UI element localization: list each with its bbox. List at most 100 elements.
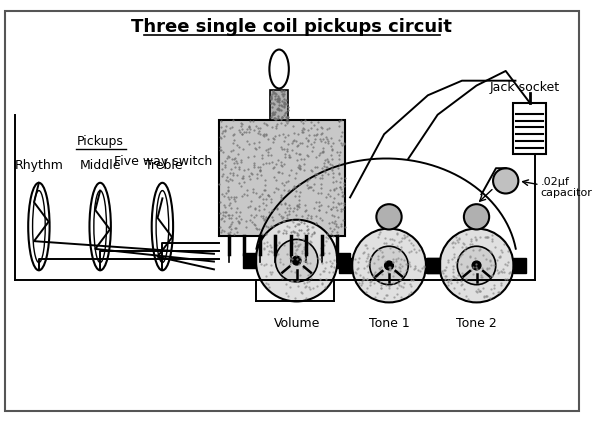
Point	[232, 229, 242, 235]
Point	[266, 114, 276, 121]
Point	[283, 114, 293, 121]
Point	[335, 149, 345, 156]
Point	[391, 257, 400, 264]
Point	[440, 266, 449, 273]
Point	[299, 229, 309, 236]
Point	[449, 254, 458, 260]
Point	[294, 151, 304, 157]
Point	[396, 247, 406, 254]
Point	[290, 174, 299, 181]
Point	[310, 135, 319, 142]
Point	[376, 229, 385, 236]
Point	[364, 260, 374, 266]
Point	[274, 99, 284, 106]
Point	[221, 209, 231, 216]
Point	[490, 285, 499, 292]
Point	[257, 154, 266, 161]
Point	[322, 155, 332, 162]
Point	[485, 295, 494, 301]
Point	[287, 140, 297, 146]
Point	[385, 264, 394, 271]
Point	[268, 111, 277, 118]
Point	[308, 187, 318, 193]
Point	[224, 153, 233, 160]
Point	[217, 165, 227, 172]
Point	[290, 268, 300, 275]
Point	[318, 268, 328, 274]
Point	[316, 130, 326, 137]
Point	[279, 103, 289, 110]
Point	[472, 235, 481, 242]
Text: Tone 2: Tone 2	[456, 317, 497, 330]
Point	[387, 236, 397, 243]
Point	[328, 162, 337, 169]
Point	[257, 152, 267, 159]
Ellipse shape	[32, 191, 45, 262]
Point	[329, 187, 339, 193]
Point	[259, 245, 268, 252]
Point	[257, 172, 266, 179]
Point	[220, 157, 229, 164]
Point	[297, 249, 307, 256]
Point	[229, 132, 238, 139]
Point	[250, 140, 259, 146]
Point	[487, 272, 497, 279]
Point	[227, 124, 236, 131]
Point	[229, 170, 238, 176]
Point	[282, 120, 292, 127]
Point	[302, 250, 312, 257]
Point	[382, 292, 391, 299]
Point	[334, 123, 344, 130]
Point	[215, 134, 225, 141]
Point	[298, 129, 307, 135]
Circle shape	[385, 261, 394, 270]
Point	[416, 268, 425, 274]
Point	[493, 270, 503, 276]
Point	[329, 225, 338, 232]
Point	[486, 262, 496, 268]
Point	[466, 253, 475, 260]
Point	[283, 118, 293, 125]
Point	[326, 134, 336, 141]
Point	[294, 221, 304, 228]
Point	[329, 256, 339, 263]
Point	[266, 93, 276, 100]
Point	[296, 156, 306, 163]
Ellipse shape	[269, 49, 289, 89]
Point	[234, 219, 244, 226]
Point	[281, 109, 290, 116]
Point	[494, 254, 503, 260]
Point	[377, 253, 387, 260]
Point	[274, 168, 283, 175]
Point	[263, 251, 273, 257]
Point	[258, 160, 268, 167]
Point	[249, 162, 259, 169]
Ellipse shape	[28, 183, 50, 271]
Point	[404, 249, 414, 256]
Point	[302, 239, 312, 246]
Point	[339, 202, 349, 208]
Point	[227, 219, 236, 226]
Point	[267, 111, 277, 118]
Point	[271, 91, 281, 97]
Point	[377, 284, 386, 291]
Point	[301, 295, 311, 301]
Point	[328, 167, 337, 174]
Point	[332, 149, 342, 156]
Point	[221, 127, 230, 134]
Point	[229, 155, 239, 162]
Point	[279, 91, 289, 97]
Point	[222, 155, 232, 162]
Point	[290, 229, 299, 235]
Point	[443, 281, 453, 288]
Point	[339, 200, 349, 206]
Point	[262, 279, 271, 286]
Point	[328, 227, 337, 234]
Point	[271, 250, 280, 257]
Point	[449, 273, 459, 280]
Point	[236, 157, 245, 164]
Point	[280, 200, 290, 207]
Point	[242, 192, 252, 198]
Text: .02μf
capacitor: .02μf capacitor	[541, 177, 593, 198]
Point	[260, 187, 269, 193]
